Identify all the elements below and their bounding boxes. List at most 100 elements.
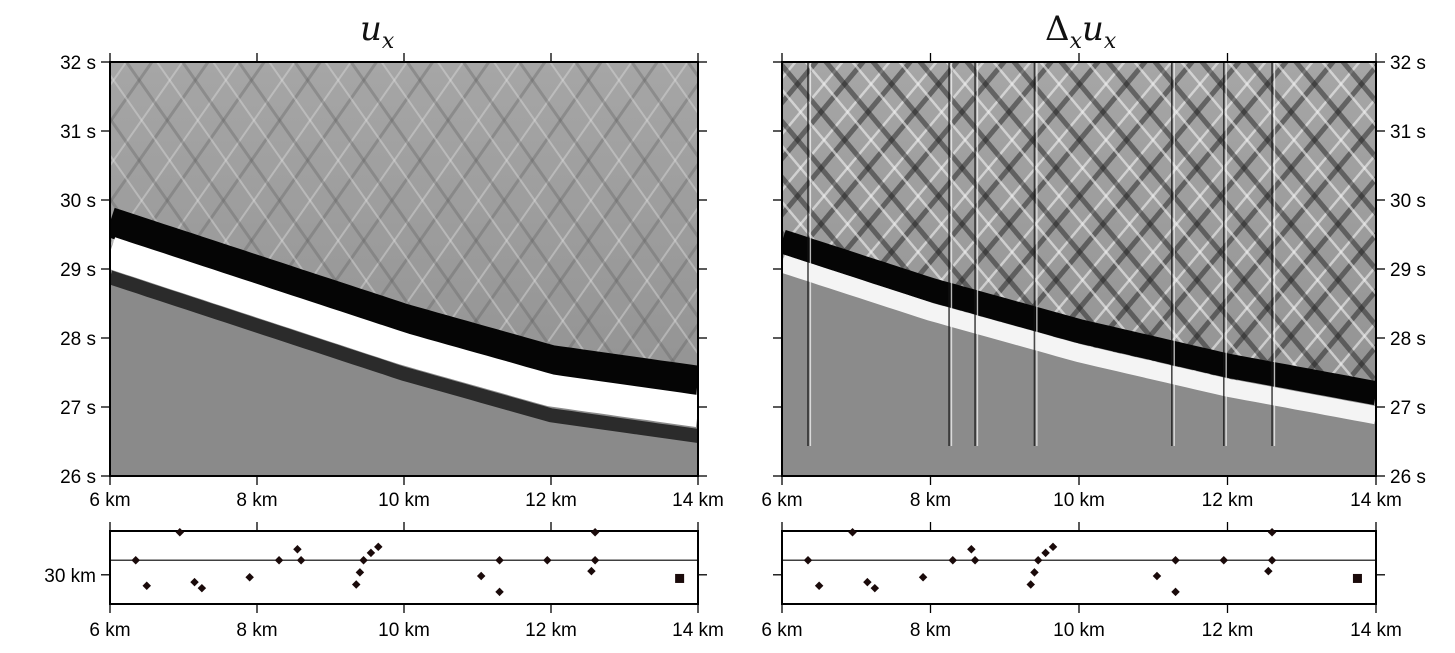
scatter-point-square <box>675 573 685 583</box>
scatter-point <box>543 555 552 565</box>
y-tick-label: 32 s <box>1390 53 1426 74</box>
scatter-point <box>1030 568 1039 577</box>
scatter-point <box>175 527 185 537</box>
x-tick-label: 6 km <box>761 620 802 641</box>
scatter-point <box>245 572 254 582</box>
scatter-point <box>476 571 486 581</box>
right-seismogram-panel <box>782 62 1376 476</box>
scatter-point <box>131 555 140 565</box>
right-arrival-white-band <box>782 254 1376 425</box>
y-tick-label: 27 s <box>1390 398 1426 419</box>
left-panel-title: ux <box>360 9 395 54</box>
left-arrival-lower-dark <box>110 270 698 443</box>
left-seismogram-panel <box>110 62 698 476</box>
scatter-point <box>590 527 600 537</box>
scatter-point <box>587 566 596 576</box>
title-right-main: u <box>1082 9 1104 49</box>
panel-frame <box>781 530 1377 605</box>
x-tick-label: 10 km <box>1053 490 1105 511</box>
scatter-point <box>1264 566 1273 576</box>
y-tick-label: 28 s <box>1390 329 1426 350</box>
scatter-point <box>1171 555 1180 565</box>
scatter-point <box>1267 555 1277 565</box>
x-tick-label: 8 km <box>236 490 277 511</box>
scatter-point <box>274 555 284 565</box>
x-tick-label: 6 km <box>761 490 802 511</box>
y-tick-label: 31 s <box>60 122 96 143</box>
scatter-point <box>1152 571 1162 581</box>
scatter-point <box>870 583 880 593</box>
y-tick-label: 26 s <box>60 467 96 488</box>
svg-text:Δxux: Δxux <box>1045 9 1117 54</box>
x-tick-label: 8 km <box>910 490 951 511</box>
scatter-layer <box>110 527 1376 597</box>
scatter-point <box>1033 555 1043 565</box>
scatter-point <box>355 568 365 577</box>
x-tick-label: 14 km <box>1350 620 1402 641</box>
axes-layer: 26 s 27 s 28 s 29 s 30 s 31 s 32 s 6 km 8 km 10 k… <box>44 53 1426 641</box>
x-tick-label: 12 km <box>525 620 577 641</box>
y-tick-label: 29 s <box>60 260 96 281</box>
x-tick-label: 8 km <box>236 620 277 641</box>
scatter-point <box>1048 542 1058 552</box>
scatter-point <box>590 555 600 565</box>
right-panel-title: Δxux <box>1045 9 1117 54</box>
scatter-point <box>366 548 376 558</box>
x-tick-label: 12 km <box>1202 620 1254 641</box>
left-arrival-white-band <box>110 237 698 427</box>
x-tick-label: 14 km <box>672 620 724 641</box>
scatter-point <box>1026 580 1035 589</box>
y-tick-label: 26 s <box>1390 467 1426 488</box>
y-tick-label: 30 km <box>44 566 96 587</box>
scatter-point <box>918 572 928 582</box>
left-arrival-dark-band <box>110 207 698 396</box>
svg-text:ux: ux <box>360 9 395 54</box>
scatter-point <box>1171 587 1180 597</box>
y-tick-label: 30 s <box>1390 191 1426 212</box>
scatter-point <box>1041 548 1050 558</box>
x-tick-label: 8 km <box>910 620 951 641</box>
x-tick-label: 6 km <box>89 490 130 511</box>
scatter-point <box>374 542 383 552</box>
title-right-sub: x <box>1104 29 1117 54</box>
panel-frame <box>109 530 699 605</box>
x-tick-label: 14 km <box>1350 490 1402 511</box>
scatter-point <box>848 527 857 537</box>
y-tick-label: 32 s <box>60 53 96 74</box>
scatter-point <box>1219 555 1229 565</box>
right-arrival-dark-band <box>782 229 1376 406</box>
scatter-point <box>351 580 361 589</box>
title-right-prefix-sub: x <box>1070 29 1083 54</box>
scatter-point <box>948 555 958 565</box>
scatter-point <box>197 583 207 593</box>
scatter-point <box>970 555 980 565</box>
scatter-point <box>495 587 504 597</box>
y-tick-label: 30 s <box>60 191 96 212</box>
x-tick-label: 10 km <box>378 490 430 511</box>
scatter-point <box>142 581 151 590</box>
scatter-point <box>967 545 976 554</box>
right-below-arrival <box>782 272 1376 476</box>
x-tick-label: 10 km <box>378 620 430 641</box>
scatter-point <box>296 555 306 565</box>
scatter-point <box>1267 527 1277 537</box>
title-left-sub: x <box>382 29 395 54</box>
scatter-point <box>814 581 824 590</box>
y-tick-label: 27 s <box>60 398 96 419</box>
scatter-point-square <box>1352 573 1362 583</box>
scatter-point <box>293 545 302 554</box>
title-right-prefix: Δ <box>1045 9 1070 49</box>
right-vertical-artifacts <box>807 62 1276 446</box>
x-tick-label: 12 km <box>1202 490 1254 511</box>
scatter-point <box>803 555 813 565</box>
scatter-point <box>863 577 872 587</box>
y-tick-label: 28 s <box>60 329 96 350</box>
scatter-point <box>495 555 504 565</box>
x-tick-label: 10 km <box>1053 620 1105 641</box>
y-tick-label: 31 s <box>1390 122 1426 143</box>
x-tick-label: 6 km <box>89 620 130 641</box>
y-tick-label: 29 s <box>1390 260 1426 281</box>
title-left-main: u <box>360 9 382 49</box>
x-tick-label: 14 km <box>672 490 724 511</box>
